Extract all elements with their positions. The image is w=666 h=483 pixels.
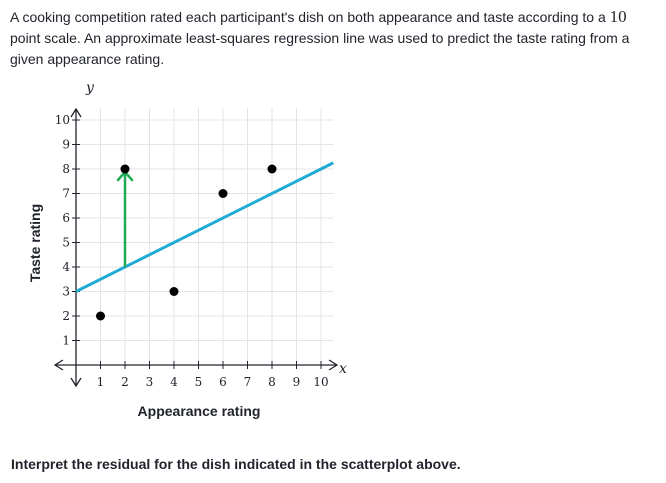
y-tick-label: 10 xyxy=(55,113,70,127)
y-tick-label: 6 xyxy=(62,211,70,225)
data-point xyxy=(169,287,179,296)
x-axis-left-arrow xyxy=(53,359,64,371)
chart-ticks: 1 2 3 4 5 6 7 8 9 10 1 2 3 4 5 6 7 8 9 10 xyxy=(55,113,329,389)
problem-text-part2: point scale. An approximate least-square… xyxy=(10,30,630,67)
y-tick-label: 5 xyxy=(62,236,70,250)
data-point xyxy=(120,164,130,174)
x-tick-label: 5 xyxy=(195,375,203,389)
y-tick-label: 7 xyxy=(62,187,70,201)
residual-arrow-layer xyxy=(116,170,134,267)
chart-axes xyxy=(53,107,339,388)
x-tick-label: 1 xyxy=(97,375,105,389)
problem-text-part1: A cooking competition rated each partici… xyxy=(10,9,606,25)
y-tick-label: 1 xyxy=(62,334,70,348)
x-tick-label: 4 xyxy=(170,375,178,389)
y-axis-title: Taste rating xyxy=(27,204,43,282)
data-point xyxy=(218,189,228,198)
data-point xyxy=(96,311,105,321)
x-tick-label: 10 xyxy=(313,375,328,389)
y-tick-label: 9 xyxy=(62,138,70,152)
y-axis-top-arrow xyxy=(70,107,82,118)
x-tick-label: 7 xyxy=(244,375,252,389)
y-tick-label: 4 xyxy=(62,260,70,274)
chart-grid xyxy=(76,107,334,365)
x-tick-label: 3 xyxy=(146,375,154,389)
y-axis-bottom-arrow xyxy=(70,377,82,388)
y-tick-label: 8 xyxy=(62,162,70,176)
x-tick-label: 6 xyxy=(219,375,227,389)
regression-line xyxy=(75,161,334,293)
question-text: Interpret the residual for the dish indi… xyxy=(11,456,461,472)
x-tick-label: 2 xyxy=(121,375,129,389)
data-point xyxy=(267,164,277,174)
x-tick-label: 9 xyxy=(293,375,301,389)
x-axis-title: Appearance rating xyxy=(138,403,261,419)
y-variable-label: y xyxy=(85,80,95,96)
y-tick-label: 2 xyxy=(62,309,70,323)
x-variable-label: x xyxy=(339,361,347,377)
regression-line-layer xyxy=(75,161,334,293)
data-points xyxy=(96,164,277,321)
x-axis-right-arrow xyxy=(328,359,339,371)
scale-number: 10 xyxy=(609,7,627,26)
problem-statement: A cooking competition rated each partici… xyxy=(10,6,660,70)
x-tick-label: 8 xyxy=(268,375,276,389)
y-tick-label: 3 xyxy=(62,285,70,299)
